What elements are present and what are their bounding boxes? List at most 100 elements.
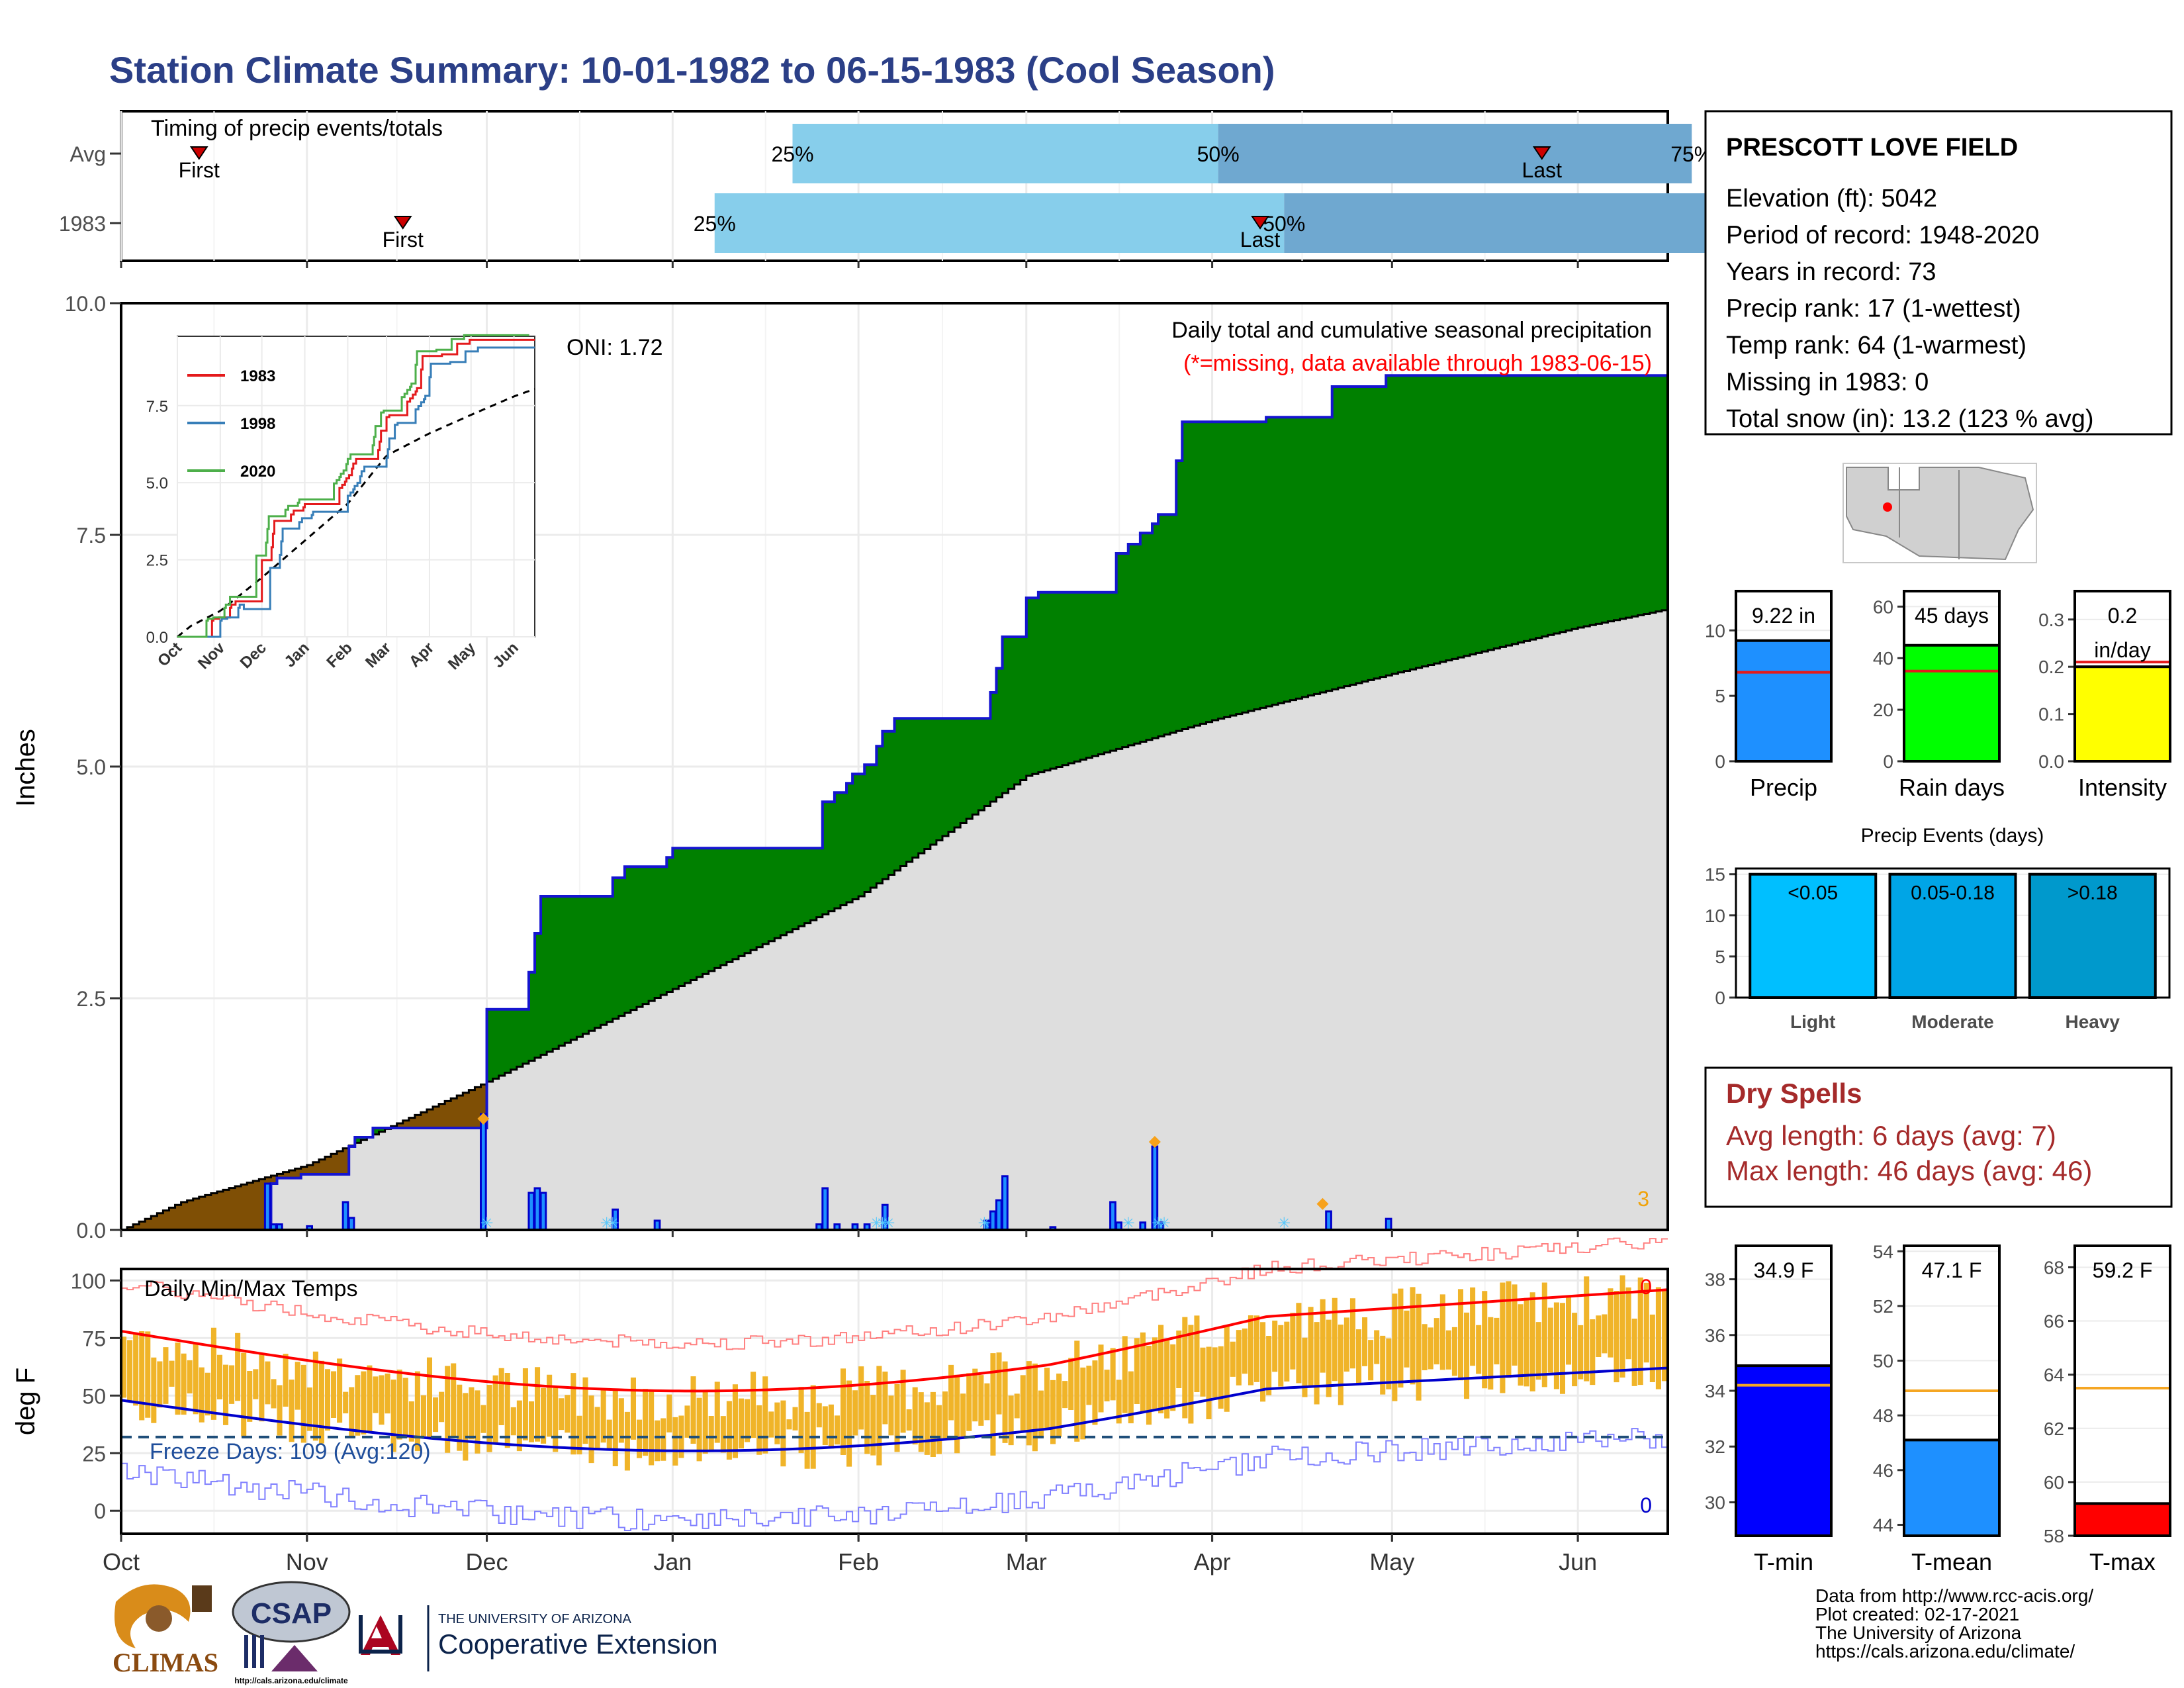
summary-value-label: 47.1 F [1922, 1258, 1982, 1282]
timing-marker [1532, 146, 1551, 160]
trace-marker: ✳ [1158, 1215, 1171, 1233]
summary-y-tick-label: 66 [2044, 1311, 2064, 1332]
trace-marker: ✳ [1122, 1215, 1135, 1233]
timing-marker-label: Last [1240, 228, 1281, 252]
timing-pct-label: 50% [1197, 142, 1240, 166]
events-category-label: Light [1790, 1011, 1835, 1032]
credit-line: The University of Arizona [1815, 1622, 2022, 1643]
trace-marker: ✳ [978, 1215, 991, 1233]
station-detail-line: Elevation (ft): 5042 [1726, 185, 1937, 212]
trace-marker: ✳ [600, 1215, 614, 1233]
summary-value-label: in/day [2094, 638, 2150, 662]
dry-spells-box: Dry Spells Avg length: 6 days (avg: 7) M… [1704, 1066, 2173, 1208]
observed-cumulative-line [121, 374, 1668, 1231]
daily-temp-range-bars [121, 1275, 1667, 1471]
summary-x-label: T-min [1754, 1548, 1813, 1575]
temp-summary-bars: 30 32 34 36 38 34.9 F T-min 44 46 48 50 52 54 47.1 F T… [1705, 1241, 2171, 1575]
normal-cumulative-area [121, 609, 1668, 1230]
trace-marker: ✳ [876, 1215, 889, 1233]
month-axis-labels: Oct Nov Dec Jan Feb Mar Apr May Jun [103, 1534, 1597, 1575]
summary-y-tick-label: 30 [1705, 1492, 1725, 1513]
summary-value-label: 0.2 [2108, 604, 2137, 628]
summary-bar [2073, 1502, 2171, 1537]
temp-panel: 0 25 50 75 100 deg F Daily Min/Max Temps Fre… [11, 1237, 1669, 1541]
daily-precip-bar [533, 1187, 541, 1231]
surplus-area [355, 375, 1668, 1143]
summary-plot-bg [2075, 1246, 2170, 1536]
summary-value-label: 9.22 in [1752, 604, 1815, 628]
summary-bar [1735, 1364, 1833, 1538]
summary-y-tick-label: 48 [1873, 1405, 1893, 1426]
precip-annotation-title: Daily total and cumulative seasonal prec… [1171, 318, 1652, 343]
summary-frame [2073, 1244, 2171, 1537]
summary-y-tick-label: 5 [1715, 686, 1725, 706]
summary-y-tick-label: 10 [1705, 620, 1725, 641]
summary-frame [1735, 590, 1833, 763]
summary-y-tick-label: 60 [2044, 1472, 2064, 1493]
dry-spells-title: Dry Spells [1726, 1078, 1862, 1109]
summary-y-tick-label: 54 [1873, 1241, 1893, 1262]
precip-annotation-missing: (*=missing, data available through 1983-… [1183, 351, 1652, 376]
station-name: PRESCOTT LOVE FIELD [1726, 134, 2018, 162]
month-label: Dec [466, 1548, 508, 1575]
month-label: Mar [1006, 1548, 1047, 1575]
events-y-tick-label: 10 [1705, 906, 1725, 926]
csap-url: http://cals.arizona.edu/climate [234, 1676, 348, 1685]
summary-x-label: T-max [2089, 1548, 2156, 1575]
locator-map [1843, 463, 2037, 563]
timing-bar-50-75 [1218, 124, 1692, 183]
month-label: Apr [1194, 1548, 1231, 1575]
summary-x-label: Precip [1750, 774, 1817, 801]
daily-precip-bar [653, 1219, 661, 1231]
precip-corner-count: 3 [1637, 1187, 1649, 1211]
daily-precip-bar [263, 1182, 271, 1231]
freeze-days-label: Freeze Days: 109 (Avg:120) [150, 1439, 431, 1464]
events-title: Precip Events (days) [1861, 825, 2044, 847]
station-location-marker [1883, 502, 1892, 512]
summary-y-tick-label: 32 [1705, 1436, 1725, 1457]
summary-y-tick-label: 46 [1873, 1460, 1893, 1481]
month-label: May [1369, 1548, 1414, 1575]
daily-precip-bar [539, 1192, 547, 1231]
summary-y-tick-label: 0.0 [2038, 751, 2064, 772]
trace-marker: ✳ [870, 1215, 883, 1233]
normal-cumulative-line [121, 609, 1669, 1231]
inset-series-line [177, 338, 535, 638]
inset-legend-label: 2020 [240, 463, 275, 481]
normal-min-line [120, 1366, 1668, 1452]
summary-y-tick-label: 68 [2044, 1257, 2064, 1278]
summary-y-tick-label: 64 [2044, 1365, 2064, 1385]
timing-row-label: Avg [69, 142, 106, 166]
daily-precip-bar [989, 1210, 997, 1231]
temp-ylabel: deg F [11, 1368, 40, 1435]
inset-legend-label: 1998 [240, 415, 275, 433]
station-details: Elevation (ft): 5042 Period of record: 19… [1726, 185, 2094, 433]
trace-marker: ✳ [606, 1215, 619, 1233]
summary-y-tick-label: 36 [1705, 1325, 1725, 1346]
daily-precip-bar [341, 1201, 349, 1231]
summary-value-label: 45 days [1915, 604, 1989, 628]
summary-y-tick-label: 40 [1873, 648, 1893, 669]
summary-x-label: Intensity [2078, 774, 2167, 801]
record-low-line [121, 1428, 1668, 1531]
events-category-label: Heavy [2065, 1011, 2120, 1032]
timing-row-labels: Avg 1983 [59, 142, 121, 236]
daily-precip-bar [347, 1217, 355, 1231]
daily-precip-bar [1001, 1175, 1009, 1231]
timing-marker-label: Last [1522, 158, 1563, 182]
precip-summary-bars: 0 5 10 9.22 in Precip 0 20 40 60 45 days Rain days… [1705, 590, 2171, 801]
inset-y-tick-label: 2.5 [146, 552, 168, 570]
credit-line: https://cals.arizona.edu/climate/ [1815, 1641, 2075, 1662]
snow-marker [1316, 1197, 1329, 1210]
timing-row-label: 1983 [59, 212, 106, 236]
timing-bar-25-50 [714, 193, 1285, 253]
events-bar [1888, 872, 2017, 999]
daily-precip-bar [1325, 1210, 1332, 1231]
ua-university-name: THE UNIVERSITY OF ARIZONA [438, 1612, 632, 1626]
dry-spells-avg: Avg length: 6 days (avg: 7) [1726, 1120, 2056, 1151]
summary-frame [2073, 590, 2171, 763]
summary-y-tick-label: 0.1 [2038, 704, 2064, 725]
temp-bottom-count: 0 [1640, 1493, 1652, 1517]
